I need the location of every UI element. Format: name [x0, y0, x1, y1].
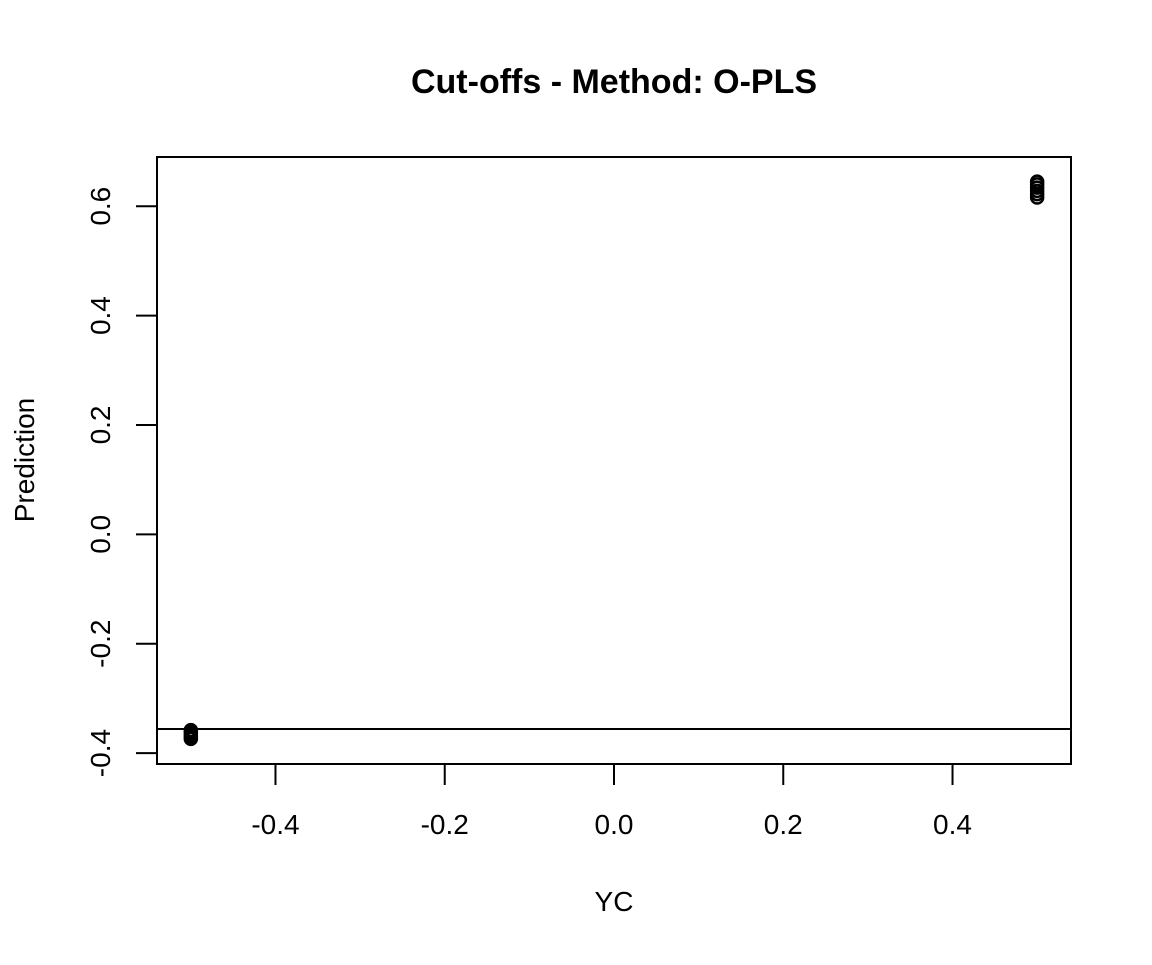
y-tick-label: 0.4 — [85, 296, 116, 335]
y-axis-label: Prediction — [9, 398, 40, 523]
x-axis-label: YC — [595, 886, 634, 917]
y-tick-label: 0.6 — [85, 187, 116, 226]
y-axis: -0.4 -0.2 0.0 0.2 0.4 0.6 — [85, 187, 157, 777]
y-tick-label: -0.4 — [85, 729, 116, 777]
y-tick-label: 0.0 — [85, 515, 116, 554]
x-tick-label: 0.4 — [933, 809, 972, 840]
x-tick-label: -0.4 — [251, 809, 299, 840]
chart-title: Cut-offs - Method: O-PLS — [411, 63, 817, 101]
x-axis: -0.4 -0.2 0.0 0.2 0.4 — [251, 764, 972, 840]
y-tick-label: 0.2 — [85, 405, 116, 444]
data-point — [1029, 174, 1045, 189]
data-point — [183, 731, 199, 747]
data-points — [183, 174, 1045, 747]
x-tick-label: 0.2 — [764, 809, 803, 840]
x-tick-label: -0.2 — [421, 809, 469, 840]
y-tick-label: -0.2 — [85, 620, 116, 668]
x-tick-label: 0.0 — [595, 809, 634, 840]
